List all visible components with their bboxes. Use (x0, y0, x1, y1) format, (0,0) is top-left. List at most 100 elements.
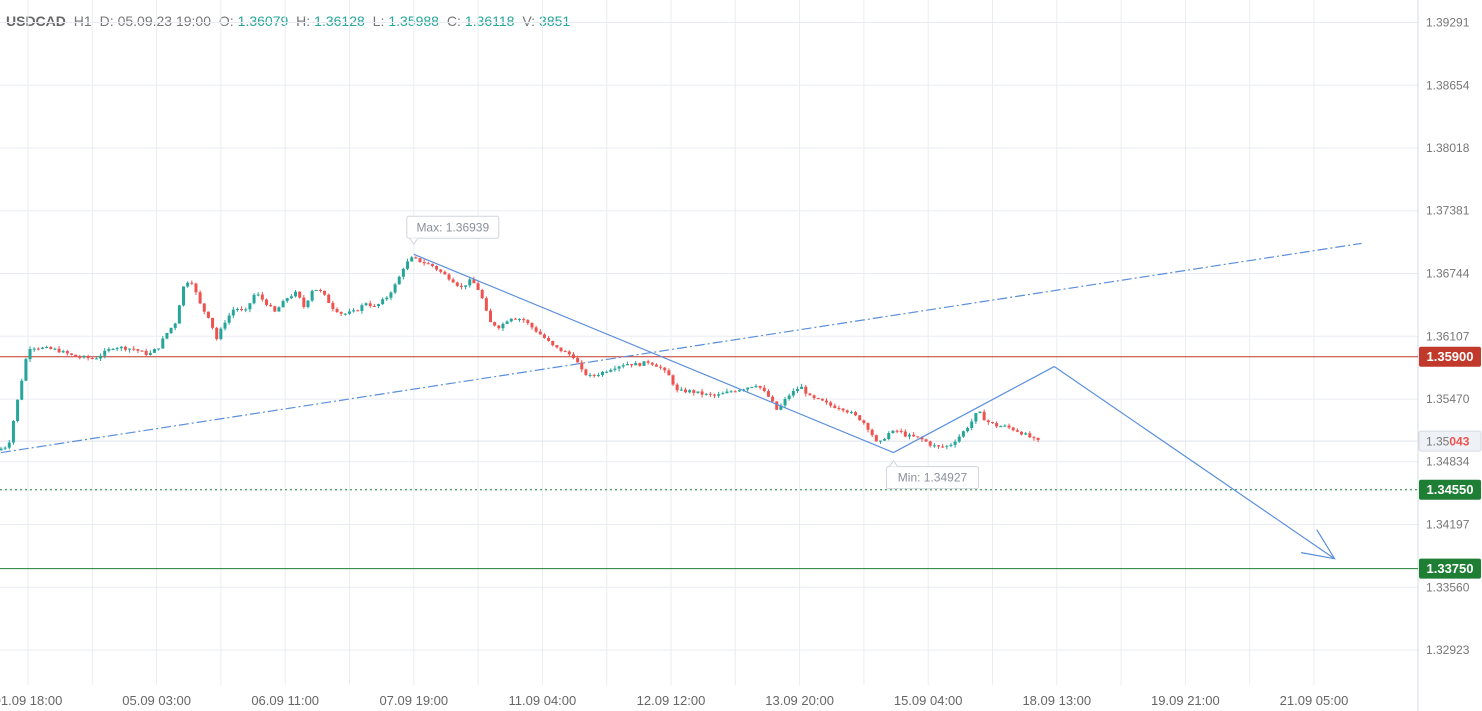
candle-body (932, 445, 936, 447)
candle-body (887, 433, 891, 440)
x-tick-label: 12.09 12:00 (637, 693, 706, 708)
candle-body (360, 305, 364, 311)
candle-body (1011, 427, 1015, 431)
price-level-badge (1419, 479, 1481, 500)
candle-body (206, 311, 210, 318)
candle-body (186, 282, 190, 287)
candle-body (642, 361, 646, 366)
candle-body (970, 421, 974, 429)
candle-body (173, 323, 177, 328)
candle-body (663, 367, 667, 371)
candle-body (90, 358, 94, 360)
candle-body (298, 291, 302, 298)
candle-body (277, 307, 281, 312)
candle-body (671, 375, 675, 385)
candle-body (941, 446, 945, 448)
candle-body (443, 271, 447, 275)
candle-body (468, 279, 472, 286)
candle-body (148, 352, 152, 355)
candle-body (198, 292, 202, 304)
candle-body (7, 442, 11, 448)
candle-body (235, 308, 239, 310)
candle-body (455, 282, 459, 286)
candle-body (493, 322, 497, 326)
y-tick-label: 1.34197 (1426, 518, 1470, 532)
candle-body (505, 321, 509, 324)
candle-body (513, 318, 517, 320)
candle-body (294, 291, 298, 297)
candle-body (418, 258, 422, 262)
candle-body (157, 348, 161, 350)
candle-body (961, 431, 965, 437)
candle-body (563, 351, 567, 353)
candle-body (609, 369, 613, 372)
candle-body (1028, 433, 1032, 438)
candle-body (912, 434, 916, 437)
candle-body (538, 331, 542, 335)
candle-body (704, 393, 708, 395)
candle-body (571, 354, 575, 358)
candle-body (601, 371, 605, 376)
candle-body (78, 356, 82, 358)
candle-body (725, 391, 729, 394)
candle-body (256, 294, 260, 296)
candle-body (891, 430, 895, 434)
candle-body (0, 448, 3, 451)
candle-body (949, 444, 953, 446)
candle-body (945, 445, 949, 447)
max-annotation-label: Max: 1.36939 (416, 220, 489, 234)
candle-body (771, 396, 775, 402)
candle-body (829, 402, 833, 406)
candle-body (1032, 437, 1036, 439)
candle-body (787, 395, 791, 399)
x-tick-label: 07.09 19:00 (379, 693, 448, 708)
candle-body (717, 394, 721, 396)
candle-body (356, 310, 360, 312)
candle-body (447, 274, 451, 280)
candle-body (974, 413, 978, 422)
candle-body (119, 346, 123, 349)
candle-body (808, 393, 812, 396)
current-price-badge (1418, 430, 1482, 452)
candle-body (327, 294, 331, 303)
max-annotation-pointer (409, 238, 419, 246)
candle-body (638, 363, 642, 366)
candle-body (688, 390, 692, 393)
candle-body (49, 347, 53, 350)
candle-body (161, 338, 165, 349)
candle-body (260, 294, 264, 300)
candle-body (165, 333, 169, 339)
candle-body (750, 386, 754, 388)
candle-body (430, 263, 434, 267)
candle-body (990, 422, 994, 424)
max-annotation-box (406, 215, 500, 239)
candle-body (115, 348, 119, 350)
candle-body (650, 362, 654, 365)
x-tick-label: 13.09 20:00 (765, 693, 834, 708)
x-tick-label: 21.09 05:00 (1280, 693, 1349, 708)
candle-body (16, 399, 20, 421)
min-annotation-label: Min: 1.34927 (898, 471, 968, 485)
candle-body (522, 319, 526, 321)
candle-body (281, 301, 285, 308)
candle-body (111, 349, 115, 351)
candle-body (223, 322, 227, 329)
candle-body (53, 348, 57, 350)
candle-body (372, 305, 376, 307)
candle-body (833, 405, 837, 409)
candle-body (870, 429, 874, 436)
candle-body (837, 408, 841, 410)
candle-body (547, 337, 551, 341)
candle-body (401, 268, 405, 277)
candle-body (899, 430, 903, 432)
candle-body (646, 361, 650, 363)
candle-body (435, 266, 439, 270)
candle-body (874, 435, 878, 442)
close-key: C: (446, 13, 461, 29)
candle-body (775, 401, 779, 410)
trend-line (413, 253, 894, 454)
candle-body (982, 411, 986, 421)
candle-body (128, 348, 132, 350)
